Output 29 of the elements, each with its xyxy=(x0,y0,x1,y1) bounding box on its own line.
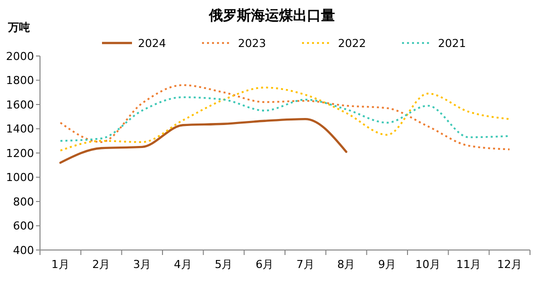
legend-label: 2023 xyxy=(238,36,266,50)
legend-label: 2024 xyxy=(138,36,166,50)
y-tick-label: 2000 xyxy=(6,50,34,63)
line-series xyxy=(59,118,348,164)
x-tick-label: 2月 xyxy=(92,258,110,271)
x-tick-label: 5月 xyxy=(214,258,233,271)
legend-label: 2022 xyxy=(338,36,366,50)
x-tick-label: 1月 xyxy=(51,258,70,271)
x-tick-label: 12月 xyxy=(497,258,522,271)
legend-label: 2021 xyxy=(438,36,466,50)
y-tick-label: 800 xyxy=(13,195,34,208)
chart-title: 俄罗斯海运煤出口量 xyxy=(208,8,335,24)
y-tick-label: 1200 xyxy=(6,146,34,160)
y-tick-label: 1400 xyxy=(6,122,34,136)
x-tick-label: 10月 xyxy=(415,258,440,271)
x-tick-label: 6月 xyxy=(256,258,274,271)
y-tick-label: 1000 xyxy=(6,171,34,184)
x-tick-label: 3月 xyxy=(133,258,152,271)
x-tick-label: 8月 xyxy=(337,258,356,271)
x-tick-label: 7月 xyxy=(296,258,314,271)
line-series xyxy=(60,96,510,142)
y-tick-label: 1600 xyxy=(6,98,34,112)
x-tick-label: 11月 xyxy=(456,258,482,271)
y-tick-label: 1800 xyxy=(6,74,34,88)
y-axis-title: 万吨 xyxy=(7,21,30,34)
y-tick-label: 400 xyxy=(13,244,34,257)
x-tick-label: 9月 xyxy=(378,258,396,271)
y-tick-label: 600 xyxy=(13,220,34,233)
x-tick-label: 4月 xyxy=(174,258,192,271)
